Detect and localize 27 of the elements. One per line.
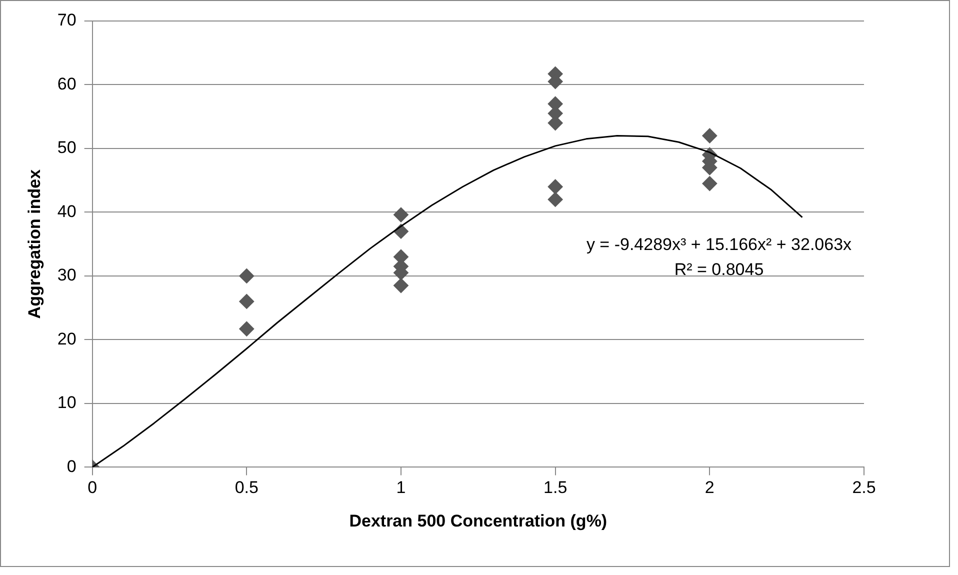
- x-tick-label: 1.5: [544, 478, 568, 498]
- y-tick-label: 60: [57, 74, 76, 94]
- x-tick-label: 0.5: [234, 478, 258, 498]
- y-tick-label: 0: [66, 456, 76, 476]
- annotation: R² = 0.8045: [674, 260, 764, 279]
- x-tick-label: 1: [396, 478, 406, 498]
- point: [702, 176, 718, 192]
- x-tick-label: 0: [88, 478, 98, 498]
- x-axis-title: Dextran 500 Concentration (g%): [349, 511, 608, 530]
- point: [239, 294, 254, 309]
- point: [393, 278, 408, 294]
- point: [239, 321, 254, 336]
- point: [393, 207, 408, 222]
- annotation: y = -9.4289x³ + 15.166x² + 32.063x: [586, 234, 852, 254]
- x-tick-label: 2: [704, 478, 714, 498]
- y-tick-label: 30: [57, 266, 76, 285]
- y-tick-label: 40: [57, 202, 76, 221]
- point: [548, 179, 563, 194]
- y-tick-label: 70: [57, 10, 76, 30]
- y-tick-label: 20: [57, 329, 76, 348]
- y-axis-title: Aggregation index: [24, 168, 44, 319]
- point: [239, 268, 254, 284]
- point: [702, 128, 718, 144]
- point: [548, 192, 563, 207]
- x-tick-label: 2.5: [852, 478, 876, 498]
- y-tick-label: 50: [57, 138, 76, 158]
- y-tick-label: 10: [57, 393, 76, 412]
